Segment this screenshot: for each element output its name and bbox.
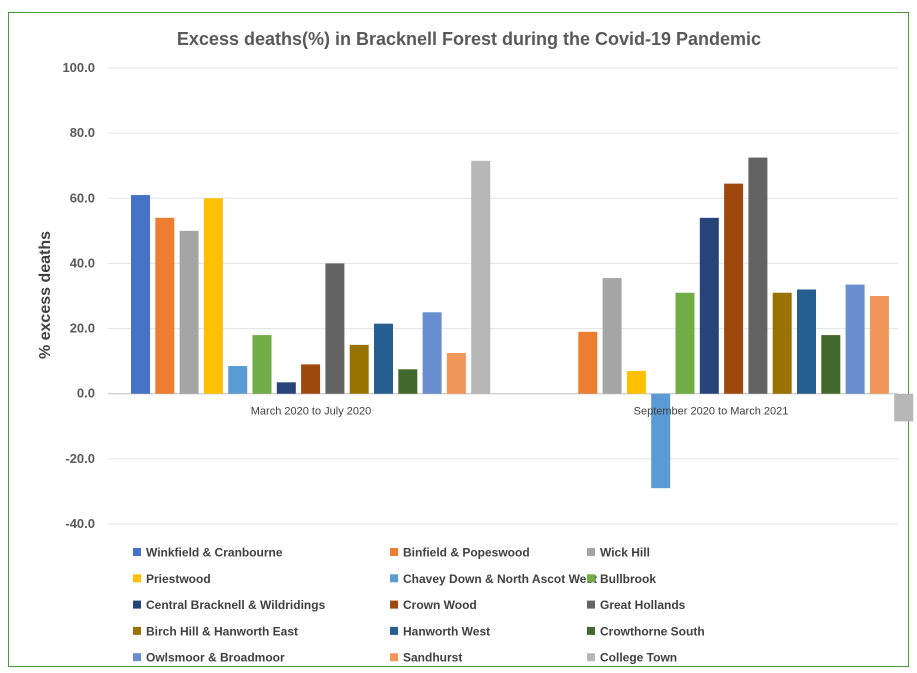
bar-college-town-1 [894,393,914,422]
bar-crown-wood-0 [301,364,321,394]
legend-entry: Crown Wood [403,598,477,612]
y-tick-label: 0.0 [77,386,95,401]
legend-entry: Winkfield & Cranbourne [146,546,283,560]
bar-chavey-down-north-ascot-west-0 [228,366,248,394]
y-tick-label: 40.0 [70,255,95,270]
y-axis-ticks: 100.0 80.0 60.0 40.0 20.0 0.0 -20.0 -40.0 [62,60,95,531]
bar-great-hollands-0 [325,263,345,394]
bar-central-bracknell-wildridings-0 [276,382,296,394]
bar-bullbrook-1 [675,292,695,394]
legend-swatch [133,600,141,609]
bar-owlsmoor-broadmoor-1 [845,284,865,394]
legend-swatch [587,574,595,583]
bar-sandhurst-1 [869,296,889,394]
bar-crowthorne-south-0 [398,369,418,394]
bar-binfield-popeswood-1 [578,331,598,394]
category-label: September 2020 to March 2021 [634,406,789,418]
legend-entry: Hanworth West [403,624,490,638]
bars [131,157,914,489]
bar-owlsmoor-broadmoor-0 [422,312,442,394]
legend-entry: Sandhurst [403,651,462,665]
bar-crowthorne-south-1 [821,335,841,394]
legend-entry: Bullbrook [600,572,656,586]
y-tick-label: 20.0 [70,321,95,336]
bar-binfield-popeswood-0 [155,217,175,394]
legend-swatch [390,574,398,583]
bar-great-hollands-1 [748,157,768,394]
legend-swatch [133,574,141,583]
legend-entry: Owlsmoor & Broadmoor [146,651,285,665]
legend-swatch [390,548,398,556]
legend-swatch [133,548,141,556]
bar-priestwood-0 [203,198,223,394]
legend-entry: Great Hollands [600,598,686,612]
bar-sandhurst-0 [446,353,466,394]
legend-entry: Chavey Down & North Ascot West [403,572,597,586]
bar-bullbrook-0 [252,335,272,394]
legend-swatch [587,548,595,556]
bar-winkfield-cranbourne-0 [131,195,150,394]
y-tick-label: -40.0 [65,516,95,531]
legend-entry: Central Bracknell & Wildridings [146,598,326,612]
legend-swatch [587,653,595,662]
y-tick-label: 60.0 [70,190,95,205]
legend-entry: Priestwood [146,572,211,586]
legend-entry: Birch Hill & Hanworth East [146,624,298,638]
category-labels: March 2020 to July 2020 September 2020 to… [251,406,789,418]
legend-swatch [133,653,141,662]
bar-central-bracknell-wildridings-1 [699,217,719,394]
legend-entry: College Town [600,651,677,665]
y-axis-label: % excess deaths [37,231,54,359]
legend-entry: Crowthorne South [600,624,705,638]
legend-swatch [587,600,595,609]
legend-swatch [587,626,595,635]
legend-swatch [390,626,398,635]
bar-wick-hill-0 [179,230,199,394]
bar-priestwood-1 [626,370,646,394]
y-tick-label: 100.0 [62,60,95,75]
legend: Winkfield & Cranbourne Binfield & Popeswo… [133,546,705,665]
bar-hanworth-west-0 [374,323,393,394]
legend-entry: Binfield & Popeswood [403,546,530,560]
legend-swatch [390,600,398,609]
bar-crown-wood-1 [724,183,744,394]
bar-chavey-down-north-ascot-west-1 [651,393,671,489]
legend-swatch [133,626,141,635]
bar-birch-hill-hanworth-east-0 [349,344,369,394]
y-tick-label: -20.0 [65,451,95,466]
category-label: March 2020 to July 2020 [251,406,371,418]
bar-wick-hill-1 [602,278,622,394]
chart-title: Excess deaths(%) in Bracknell Forest dur… [177,29,761,49]
bar-college-town-0 [471,160,491,394]
bar-hanworth-west-1 [797,289,816,394]
bar-birch-hill-hanworth-east-1 [772,292,792,394]
y-tick-label: 80.0 [70,125,95,140]
legend-swatch [390,653,398,662]
legend-entry: Wick Hill [600,546,650,560]
